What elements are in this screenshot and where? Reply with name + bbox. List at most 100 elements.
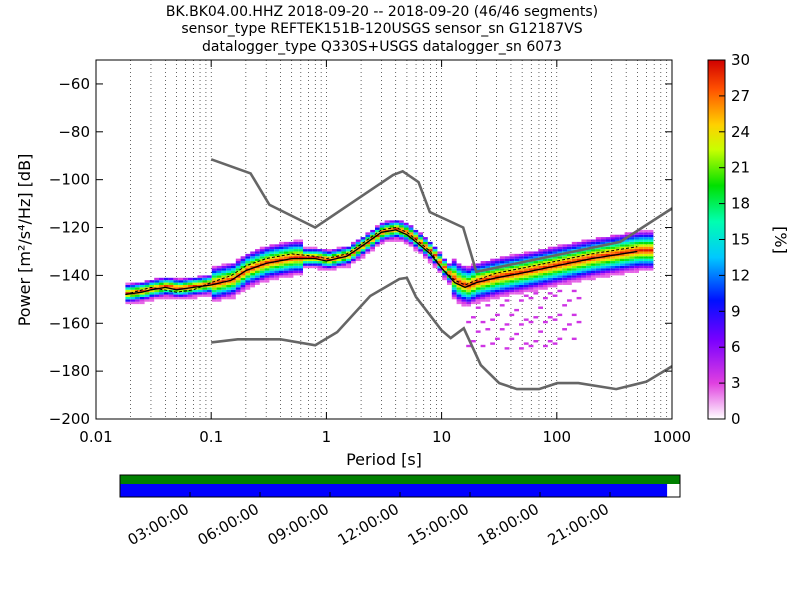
psd-cell	[643, 249, 649, 252]
psd-cell	[221, 284, 227, 288]
psd-cell	[259, 273, 265, 276]
psd-cell	[235, 282, 241, 285]
psd-cell	[283, 246, 289, 250]
psd-cell	[403, 232, 409, 235]
psd-cell	[250, 263, 256, 266]
psd-cell	[231, 296, 236, 300]
psd-cell	[490, 265, 496, 269]
psd-cell	[235, 273, 241, 276]
psd-cell	[557, 246, 563, 250]
psd-cell	[509, 337, 515, 341]
psd-cell	[207, 294, 212, 297]
psd-cell	[322, 249, 328, 252]
psd-cell	[610, 258, 616, 262]
psd-cell	[403, 222, 409, 226]
colorbar-tick-label: 18	[731, 195, 750, 213]
psd-cell	[451, 289, 457, 293]
x-axis-label: Period [s]	[346, 450, 422, 469]
psd-cell	[235, 258, 241, 262]
psd-cell	[567, 277, 572, 281]
psd-cell	[399, 232, 404, 235]
psd-cell	[461, 268, 467, 271]
colorbar-tick-label: 15	[731, 231, 750, 249]
psd-cell	[643, 251, 649, 254]
psd-cell	[634, 256, 640, 259]
psd-cell	[648, 232, 654, 235]
psd-cell	[619, 268, 625, 271]
psd-cell	[312, 256, 318, 259]
psd-cell	[264, 275, 270, 278]
psd-cell	[639, 249, 644, 252]
psd-cell	[600, 270, 606, 274]
psd-cell	[293, 263, 299, 266]
psd-cell	[519, 277, 524, 281]
psd-cell	[231, 263, 236, 266]
psd-cell	[293, 246, 299, 250]
psd-cell	[533, 273, 539, 276]
psd-cell	[480, 282, 486, 285]
psd-cell	[173, 292, 179, 295]
psd-cell	[595, 270, 601, 274]
psd-cell	[264, 268, 270, 271]
psd-cell	[259, 270, 265, 274]
psd-cell	[605, 263, 611, 266]
psd-cell	[355, 253, 361, 257]
psd-cell	[307, 253, 313, 257]
psd-cell	[581, 273, 587, 276]
psd-cell	[336, 246, 342, 250]
psd-cell	[403, 229, 409, 233]
psd-cell	[547, 270, 553, 274]
psd-cell	[519, 292, 524, 295]
psd-cell	[283, 253, 289, 257]
psd-cell	[274, 277, 280, 281]
psd-cell	[283, 265, 289, 269]
psd-cell	[533, 263, 539, 266]
psd-cell	[471, 284, 476, 288]
psd-cell	[451, 265, 457, 269]
psd-cell	[523, 294, 529, 297]
psd-cell	[456, 277, 462, 281]
psd-cell	[514, 265, 520, 269]
timeline-tick-label: 21:00:00	[545, 500, 612, 549]
psd-cell	[562, 244, 568, 247]
psd-cell	[605, 253, 611, 257]
psd-cell	[255, 261, 260, 264]
psd-cell	[509, 256, 515, 259]
psd-cell	[648, 246, 654, 250]
psd-cell	[207, 284, 212, 288]
psd-cell	[499, 328, 505, 331]
psd-cell	[586, 244, 592, 247]
psd-cell	[413, 232, 419, 235]
psd-cell	[279, 251, 284, 254]
psd-cell	[288, 241, 294, 245]
psd-cell	[303, 253, 308, 257]
psd-cell	[235, 289, 241, 293]
psd-cell	[255, 258, 260, 262]
psd-cell	[624, 263, 630, 266]
psd-cell	[499, 284, 505, 288]
psd-cell	[533, 268, 539, 271]
colorbar-tick-label: 6	[731, 338, 741, 356]
psd-cell	[307, 258, 313, 262]
psd-cell	[231, 265, 236, 269]
psd-cell	[480, 299, 486, 302]
psd-cell	[279, 244, 284, 247]
psd-cell	[471, 268, 476, 271]
psd-cell	[471, 270, 476, 274]
psd-cell	[557, 280, 563, 283]
psd-cell	[639, 261, 644, 264]
psd-cell	[624, 234, 630, 238]
psd-cell	[586, 239, 592, 242]
psd-cell	[399, 237, 404, 240]
psd-cell	[643, 234, 649, 238]
psd-cell	[221, 287, 227, 290]
psd-cell	[259, 275, 265, 278]
psd-cell	[495, 292, 500, 295]
psd-cell	[519, 280, 524, 283]
psd-cell	[538, 287, 544, 290]
psd-cell	[351, 249, 356, 252]
psd-cell	[499, 294, 505, 297]
psd-cell	[643, 244, 649, 247]
psd-cell	[576, 320, 582, 324]
psd-cell	[571, 277, 577, 281]
